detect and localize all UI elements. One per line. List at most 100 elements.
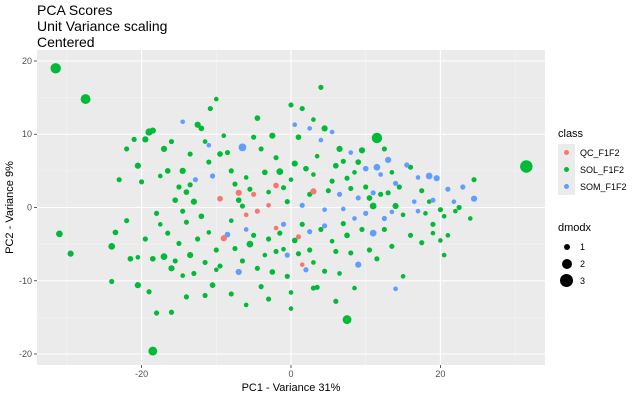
point-sol-f1f2-61 bbox=[332, 162, 339, 169]
legend-dmodx-3-swatch bbox=[560, 274, 573, 287]
point-qc-f1f2-1 bbox=[217, 195, 223, 202]
point-sol-f1f2-113 bbox=[217, 263, 223, 269]
point-sol-f1f2-124 bbox=[273, 248, 279, 255]
point-som-f1f2-16 bbox=[445, 186, 451, 192]
point-sol-f1f2-147 bbox=[381, 226, 387, 233]
point-sol-f1f2-41 bbox=[258, 146, 264, 152]
point-sol-f1f2-26 bbox=[198, 125, 205, 132]
point-sol-f1f2-38 bbox=[247, 186, 253, 192]
point-sol-f1f2-119 bbox=[254, 265, 260, 271]
point-sol-f1f2-80 bbox=[419, 188, 425, 194]
point-sol-f1f2-17 bbox=[164, 168, 171, 174]
point-sol-f1f2-174 bbox=[157, 173, 163, 179]
point-sol-f1f2-155 bbox=[109, 278, 115, 285]
point-som-f1f2-24 bbox=[355, 195, 361, 201]
point-sol-f1f2-16 bbox=[160, 145, 168, 152]
legend-dmodx-2-label: 2 bbox=[580, 258, 586, 269]
point-sol-f1f2-81 bbox=[423, 211, 428, 216]
point-sol-f1f2-84 bbox=[437, 207, 443, 213]
point-som-f1f2-11 bbox=[373, 163, 381, 171]
point-sol-f1f2-96 bbox=[153, 210, 160, 216]
point-som-f1f2-25 bbox=[411, 199, 417, 204]
point-sol-f1f2-150 bbox=[407, 232, 414, 238]
x-axis-title: PC1 - Variance 31% bbox=[242, 382, 341, 394]
point-som-f1f2-13 bbox=[404, 162, 410, 168]
point-sol-f1f2-170 bbox=[288, 102, 294, 108]
point-sol-f1f2-1 bbox=[80, 94, 91, 105]
point-sol-f1f2-168 bbox=[333, 298, 339, 304]
point-sol-f1f2-103 bbox=[180, 273, 185, 278]
point-sol-f1f2-144 bbox=[359, 226, 365, 233]
point-sol-f1f2-15 bbox=[149, 127, 156, 134]
legend-dmodx-entry-2: 2 bbox=[558, 255, 591, 272]
point-sol-f1f2-152 bbox=[430, 230, 436, 236]
point-som-f1f2-14 bbox=[415, 175, 421, 180]
point-som-f1f2-19 bbox=[378, 172, 383, 177]
point-sol-f1f2-156 bbox=[134, 282, 141, 289]
point-sol-f1f2-0 bbox=[50, 63, 61, 74]
point-qc-f1f2-4 bbox=[310, 188, 317, 195]
legend-dmodx: dmodx 1 2 3 bbox=[558, 222, 591, 289]
legend-class-entry-qc: QC_F1F2 bbox=[558, 144, 627, 161]
point-sol-f1f2-101 bbox=[172, 258, 178, 264]
point-sol-f1f2-133 bbox=[311, 260, 316, 265]
point-sol-f1f2-118 bbox=[251, 232, 257, 238]
tick-label-x-2: 20 bbox=[435, 369, 445, 379]
point-sol-f1f2-131 bbox=[299, 221, 305, 227]
point-sol-f1f2-141 bbox=[344, 232, 350, 239]
point-som-f1f2-26 bbox=[451, 199, 457, 204]
point-sol-f1f2-63 bbox=[340, 158, 346, 164]
point-sol-f1f2-2 bbox=[56, 230, 63, 238]
point-sol-f1f2-74 bbox=[385, 190, 391, 196]
point-som-f1f2-18 bbox=[470, 195, 478, 202]
point-sol-f1f2-173 bbox=[179, 167, 186, 174]
point-sol-f1f2-58 bbox=[321, 125, 328, 132]
point-som-f1f2-0 bbox=[180, 119, 185, 125]
point-som-f1f2-28 bbox=[322, 207, 327, 213]
point-som-f1f2-35 bbox=[322, 223, 328, 229]
point-sol-f1f2-37 bbox=[243, 175, 249, 180]
point-sol-f1f2-95 bbox=[149, 255, 156, 262]
point-som-f1f2-6 bbox=[307, 126, 312, 131]
point-sol-f1f2-89 bbox=[467, 216, 473, 221]
point-sol-f1f2-64 bbox=[344, 175, 350, 181]
point-sol-f1f2-99 bbox=[165, 230, 171, 236]
point-som-f1f2-1 bbox=[206, 142, 212, 148]
point-sol-f1f2-90 bbox=[471, 177, 477, 183]
point-sol-f1f2-121 bbox=[262, 252, 268, 258]
chart-subtitle-centering: Centered bbox=[37, 34, 95, 50]
point-qc-f1f2-6 bbox=[243, 212, 249, 218]
point-sol-f1f2-60 bbox=[329, 178, 335, 184]
point-som-f1f2-15 bbox=[425, 172, 433, 180]
point-sol-f1f2-34 bbox=[232, 181, 238, 187]
point-som-f1f2-5 bbox=[292, 122, 298, 128]
legend-dmodx-title: dmodx bbox=[558, 222, 592, 234]
point-som-f1f2-42 bbox=[235, 268, 242, 276]
point-sol-f1f2-62 bbox=[336, 145, 343, 152]
point-sol-f1f2-138 bbox=[333, 248, 339, 255]
legend-dmodx-entry-1: 1 bbox=[558, 238, 591, 255]
point-sol-f1f2-175 bbox=[124, 146, 130, 152]
legend-dmodx-1-label: 1 bbox=[580, 241, 586, 252]
point-sol-f1f2-78 bbox=[400, 212, 406, 218]
point-sol-f1f2-171 bbox=[187, 151, 193, 157]
point-som-f1f2-21 bbox=[430, 197, 436, 203]
point-sol-f1f2-6 bbox=[148, 346, 158, 356]
point-qc-f1f2-5 bbox=[295, 234, 302, 240]
legend-class: class QC_F1F2 SOL_F1F2 SOM_F1F2 bbox=[558, 128, 627, 195]
point-qc-f1f2-11 bbox=[299, 262, 305, 267]
point-sol-f1f2-51 bbox=[295, 134, 302, 141]
point-sol-f1f2-87 bbox=[453, 208, 458, 214]
point-sol-f1f2-91 bbox=[124, 218, 130, 224]
point-sol-f1f2-77 bbox=[396, 184, 402, 190]
point-sol-f1f2-53 bbox=[303, 165, 309, 172]
point-som-f1f2-33 bbox=[352, 216, 357, 221]
point-sol-f1f2-70 bbox=[366, 195, 373, 201]
tick-label-x-1: 0 bbox=[288, 369, 293, 379]
point-sol-f1f2-25 bbox=[194, 121, 201, 128]
point-sol-f1f2-3 bbox=[67, 250, 74, 257]
point-sol-f1f2-105 bbox=[187, 252, 194, 259]
point-sol-f1f2-108 bbox=[198, 213, 205, 220]
point-sol-f1f2-92 bbox=[127, 255, 134, 262]
